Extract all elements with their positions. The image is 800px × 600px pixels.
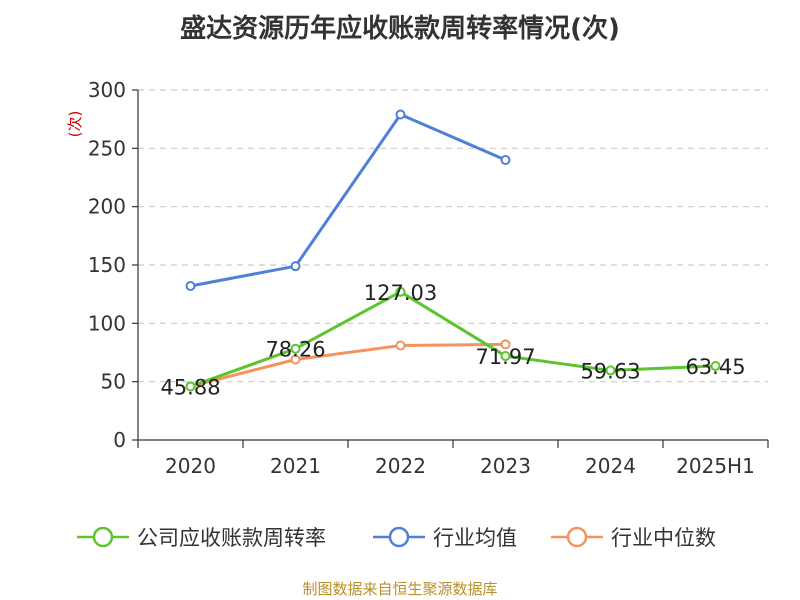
legend-marker-orange-icon	[551, 526, 603, 548]
y-tick-label: 250	[88, 136, 126, 160]
x-tick-label: 2022	[375, 454, 426, 478]
series-line	[190, 113, 507, 288]
source-note: 制图数据来自恒生聚源数据库	[302, 580, 498, 598]
series	[185, 109, 721, 392]
legend-item-industry-median[interactable]: 行业中位数	[549, 520, 716, 554]
data-labels: 45.88 78.26 127.03 71.97 59.63 63.45	[160, 281, 745, 400]
legend-marker-green-icon	[77, 526, 129, 548]
y-tick-label: 300	[88, 78, 126, 102]
axes: 0 50 100 150 200 250 300(次) 2020 2021 2022 2023 202…	[66, 78, 769, 478]
y-tick-label: 150	[88, 253, 126, 277]
x-tick-label: 2024	[585, 454, 636, 478]
data-label: 78.26	[265, 338, 325, 362]
series-line	[190, 342, 506, 388]
data-point	[290, 354, 301, 365]
data-point	[395, 286, 406, 297]
data-label: 45.88	[160, 375, 220, 399]
legend-item-industry-mean[interactable]: 行业均值	[371, 520, 517, 554]
data-point	[500, 339, 511, 350]
gridlines	[138, 89, 768, 383]
data-point	[185, 281, 196, 291]
data-point	[290, 343, 301, 354]
data-point	[185, 381, 196, 392]
legend-label-company: 公司应收账款周转率	[137, 526, 326, 550]
data-point	[395, 340, 406, 351]
data-point	[605, 365, 616, 376]
series-line	[189, 290, 716, 388]
data-point	[395, 109, 406, 120]
legend-label-industry-median: 行业中位数	[611, 526, 716, 550]
x-tick-label: 2020	[165, 454, 216, 478]
data-label: 59.63	[580, 359, 640, 383]
data-label: 63.45	[685, 355, 745, 379]
y-tick-label: 50	[101, 370, 126, 394]
y-tick-label: 0	[113, 428, 126, 452]
x-tick-label: 2021	[270, 454, 321, 478]
x-tick-label: 2025H1	[676, 454, 755, 478]
y-tick-label: 100	[88, 311, 126, 335]
y-axis-label: (次)	[66, 111, 84, 138]
chart-title: 盛达资源历年应收账款周转率情况(次)	[180, 14, 620, 44]
y-tick-label: 200	[88, 195, 126, 219]
data-point	[500, 155, 511, 165]
x-tick-label: 2023	[480, 454, 531, 478]
data-label: 71.97	[475, 345, 535, 369]
data-label: 127.03	[364, 281, 437, 305]
legend-label-industry-mean: 行业均值	[433, 526, 517, 550]
data-point	[500, 351, 511, 362]
data-point	[290, 261, 301, 272]
legend-marker-blue-icon	[373, 526, 425, 548]
legend-item-company[interactable]: 公司应收账款周转率	[75, 520, 326, 554]
data-point	[710, 360, 721, 371]
